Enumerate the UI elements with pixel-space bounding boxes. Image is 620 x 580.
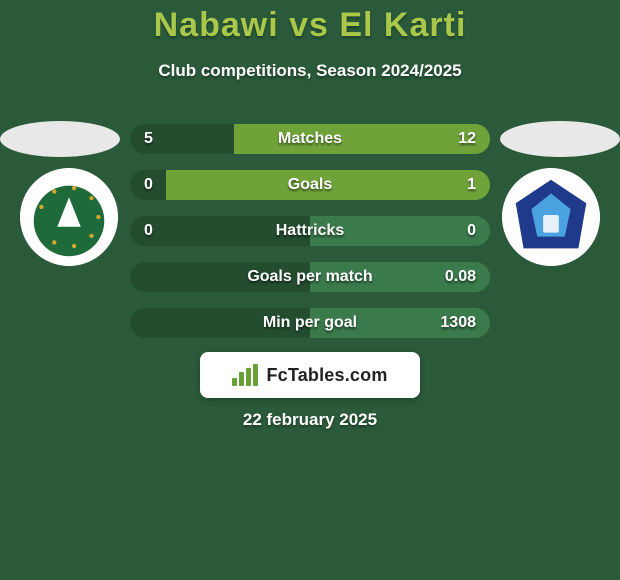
stat-label: Min per goal xyxy=(130,308,490,338)
page-title: Nabawi vs El Karti xyxy=(0,6,620,45)
club-badge-right xyxy=(502,168,600,266)
stat-row: 1308Min per goal xyxy=(130,308,490,338)
stat-row: 00Hattricks xyxy=(130,216,490,246)
stat-label: Goals per match xyxy=(130,262,490,292)
chart-bar-icon xyxy=(232,364,260,386)
stat-label: Goals xyxy=(130,170,490,200)
stat-row: 01Goals xyxy=(130,170,490,200)
stats-panel: 512Matches 01Goals 00Hattricks 0.08Goals pe… xyxy=(130,124,490,354)
comparison-card: Nabawi vs El Karti Club competitions, Se… xyxy=(0,0,620,580)
subtitle: Club competitions, Season 2024/2025 xyxy=(0,61,620,81)
stat-label: Hattricks xyxy=(130,216,490,246)
stat-row: 512Matches xyxy=(130,124,490,154)
brand-text: FcTables.com xyxy=(266,365,387,386)
shadow-ellipse-right xyxy=(500,121,620,157)
stat-label: Matches xyxy=(130,124,490,154)
shadow-ellipse-left xyxy=(0,121,120,157)
crest-icon xyxy=(20,168,118,266)
date-text: 22 february 2025 xyxy=(0,410,620,430)
brand-box: FcTables.com xyxy=(200,352,420,398)
crest-icon xyxy=(502,168,600,266)
stat-row: 0.08Goals per match xyxy=(130,262,490,292)
club-badge-left xyxy=(20,168,118,266)
